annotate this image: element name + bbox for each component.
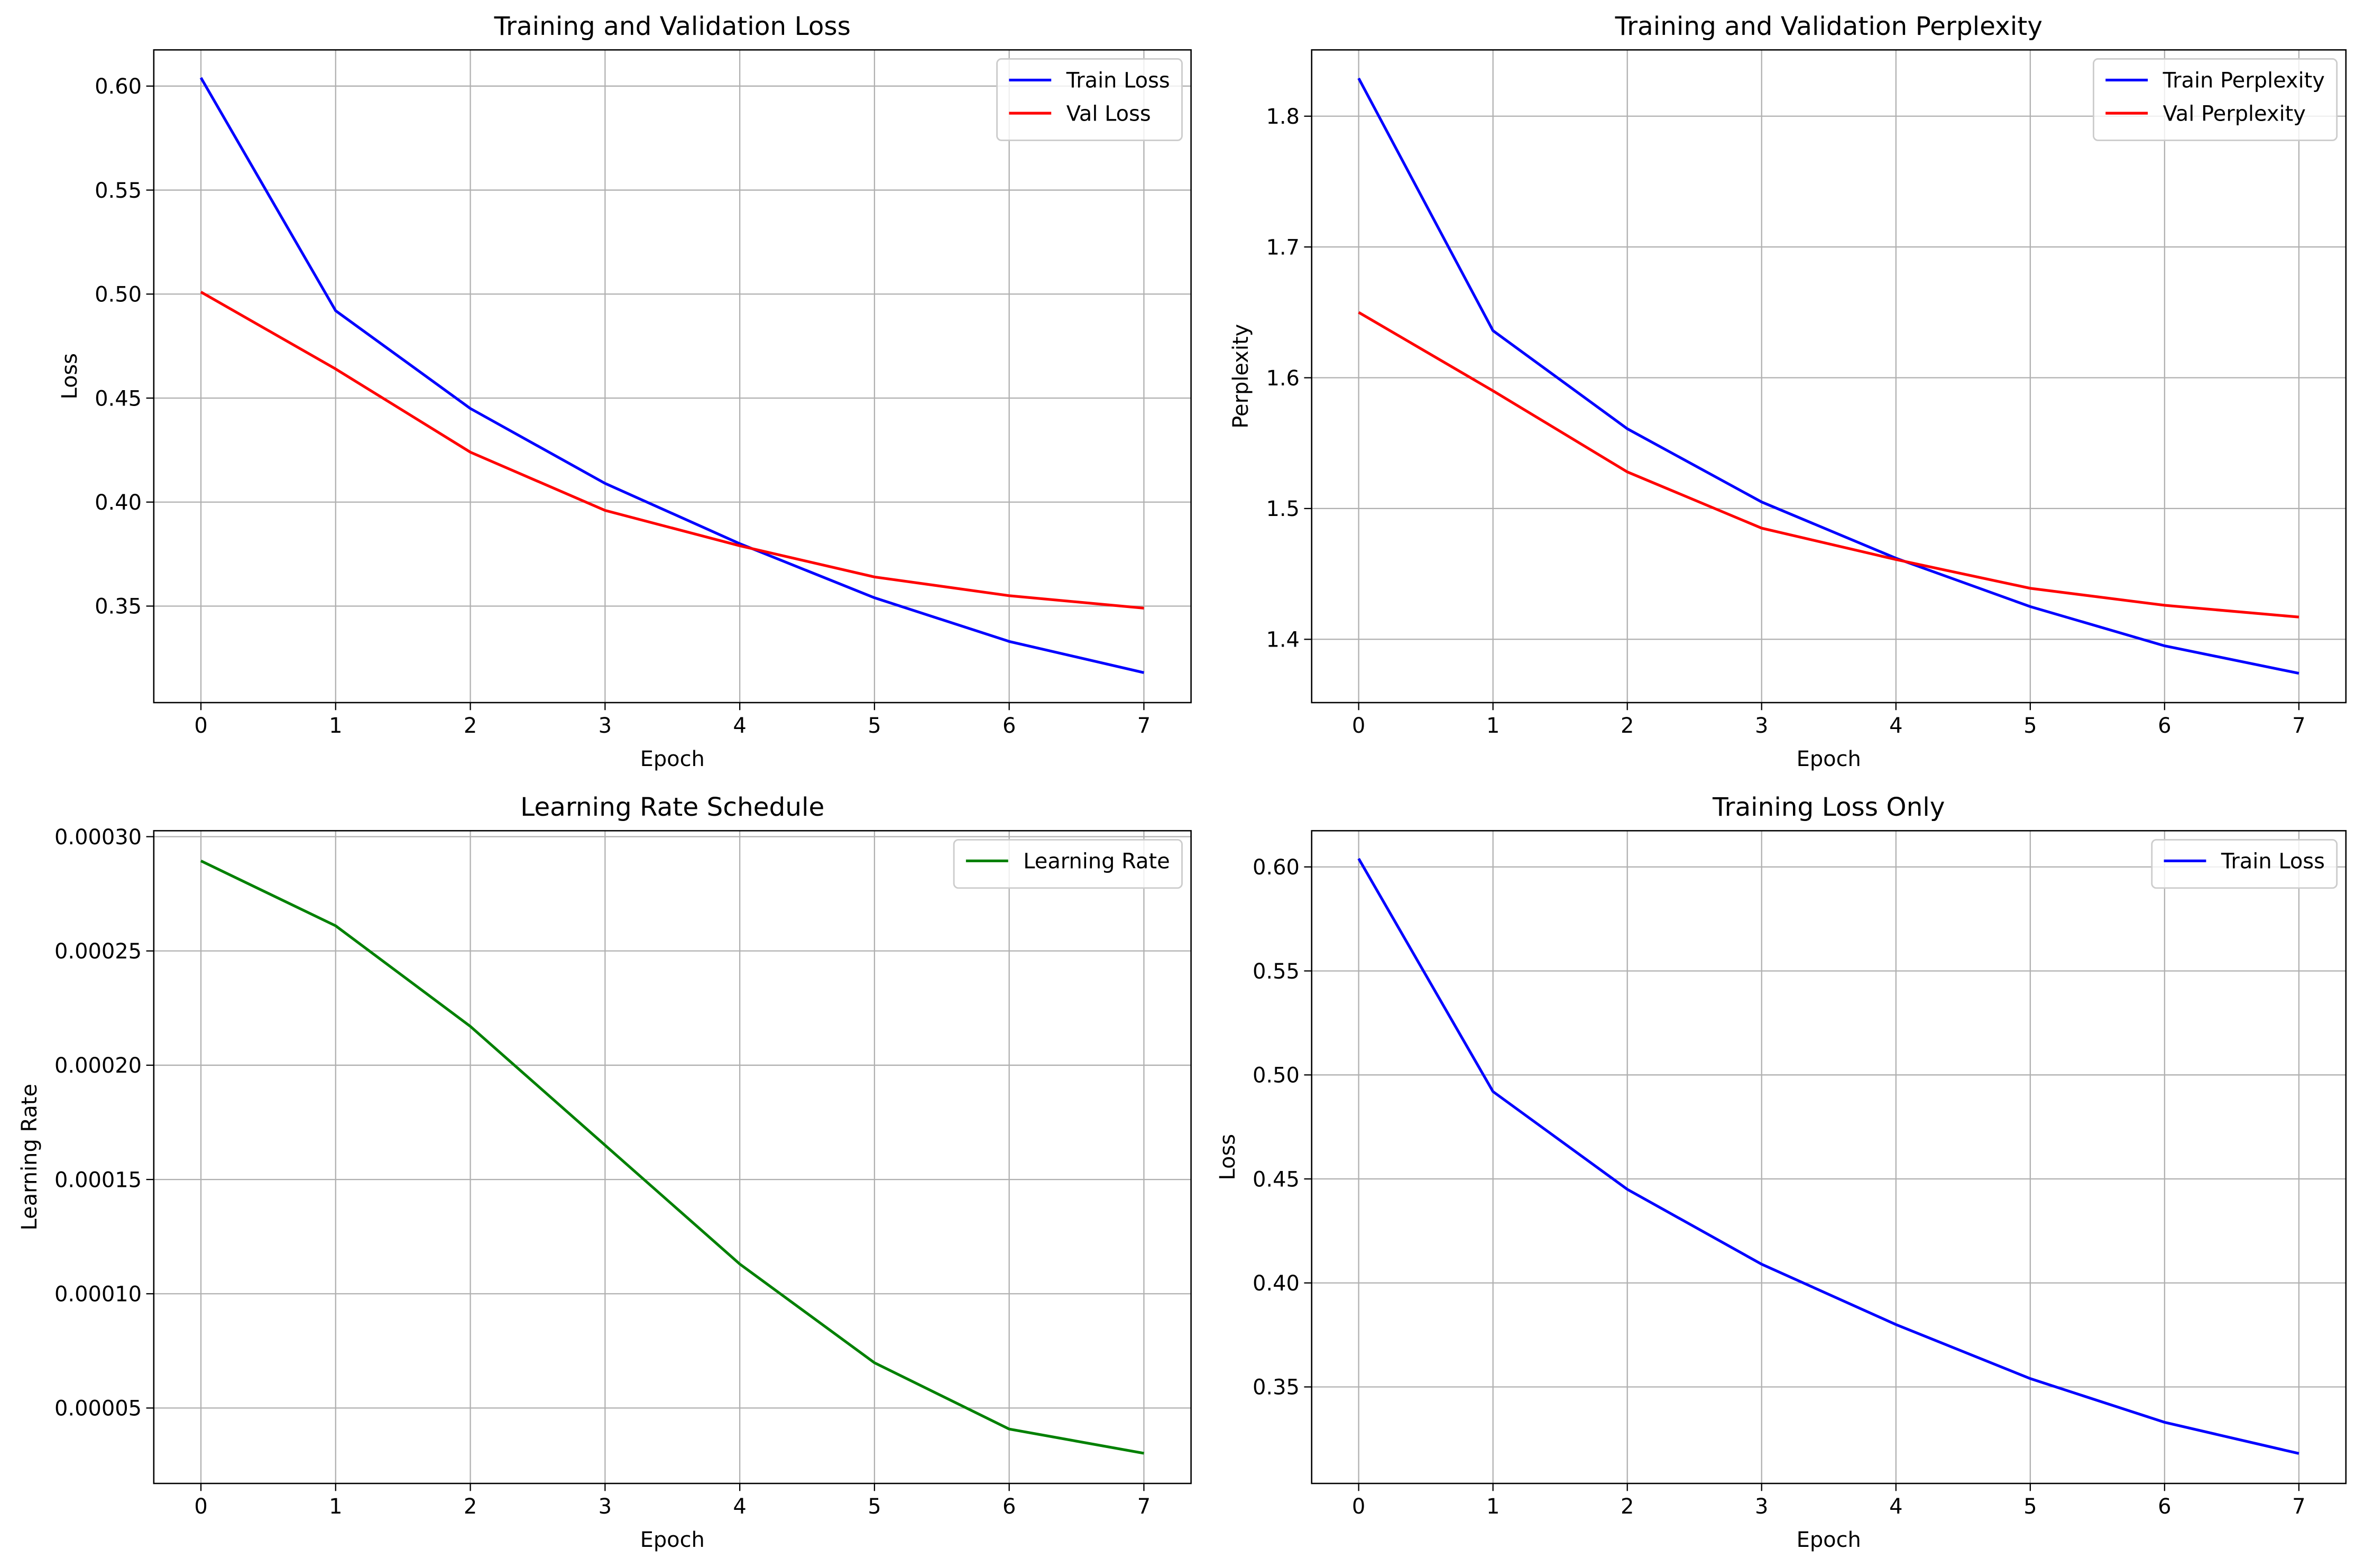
y-tick-label: 1.6 bbox=[1266, 366, 1299, 391]
y-tick-label: 0.45 bbox=[1253, 1167, 1300, 1192]
axes-frame bbox=[153, 49, 1192, 704]
y-tick-label: 0.50 bbox=[1253, 1064, 1300, 1088]
legend: Train Loss Val Loss bbox=[996, 58, 1183, 141]
y-tick-label: 0.60 bbox=[95, 75, 142, 99]
legend-label: Train Loss bbox=[2221, 850, 2325, 874]
x-tick-label: 5 bbox=[2023, 714, 2037, 738]
y-tick-label: 0.00010 bbox=[54, 1282, 142, 1306]
x-axis-label: Epoch bbox=[640, 1528, 705, 1552]
y-axis-label: Learning Rate bbox=[17, 1084, 42, 1230]
y-tick-label: 1.5 bbox=[1266, 497, 1299, 521]
subplot: 0 1 2 3 4 5 6 7 0.00005 0.00010 0.00015 0.00020 0.00… bbox=[17, 792, 1192, 1552]
x-tick-label: 3 bbox=[1755, 714, 1768, 738]
y-tick-label: 0.00015 bbox=[54, 1168, 142, 1192]
subplot: 0 1 2 3 4 5 6 7 1.4 1.5 1.6 1.7 1.8 Training and Vali… bbox=[1229, 12, 2347, 771]
subplot-title: Training and Validation Perplexity bbox=[1615, 12, 2043, 41]
y-tick-label: 0.00005 bbox=[54, 1397, 142, 1421]
y-tick-label: 0.45 bbox=[95, 386, 142, 411]
y-tick-label: 1.4 bbox=[1266, 628, 1299, 652]
x-tick-label: 6 bbox=[1002, 714, 1016, 738]
x-tick-label: 0 bbox=[194, 714, 207, 738]
legend: Train Loss bbox=[2151, 839, 2338, 889]
x-tick-label: 1 bbox=[329, 1495, 342, 1519]
x-axis-label: Epoch bbox=[1797, 1528, 1861, 1552]
legend-box bbox=[2092, 58, 2338, 141]
data-line bbox=[199, 77, 1145, 674]
x-tick-label: 0 bbox=[194, 1495, 207, 1519]
x-tick-label: 5 bbox=[2023, 1495, 2037, 1519]
x-tick-label: 1 bbox=[1486, 1495, 1500, 1519]
y-tick-label: 1.8 bbox=[1266, 105, 1299, 129]
y-tick-label: 0.40 bbox=[95, 491, 142, 515]
data-line bbox=[200, 291, 1144, 610]
x-axis-label: Epoch bbox=[1797, 747, 1861, 771]
y-tick-label: 0.35 bbox=[95, 595, 142, 619]
legend-label: Learning Rate bbox=[1023, 850, 1170, 874]
legend: Learning Rate bbox=[953, 839, 1183, 889]
x-tick-label: 6 bbox=[1002, 1495, 1016, 1519]
y-tick-label: 0.00020 bbox=[54, 1054, 142, 1078]
y-axis-label: Loss bbox=[1216, 1134, 1240, 1180]
y-tick-label: 0.00025 bbox=[54, 939, 142, 964]
y-tick-label: 0.55 bbox=[95, 179, 142, 203]
legend-label: Train Perplexity bbox=[2163, 69, 2325, 93]
y-tick-label: 1.7 bbox=[1266, 235, 1299, 260]
y-tick-label: 0.40 bbox=[1253, 1271, 1300, 1296]
x-tick-label: 1 bbox=[329, 714, 342, 738]
data-line bbox=[200, 860, 1144, 1455]
legend: Train Perplexity Val Perplexity bbox=[2092, 58, 2338, 141]
x-tick-label: 2 bbox=[464, 714, 477, 738]
y-tick-label: 0.00030 bbox=[54, 825, 142, 850]
x-tick-label: 7 bbox=[1137, 1495, 1151, 1519]
x-tick-label: 6 bbox=[2158, 714, 2171, 738]
x-tick-label: 7 bbox=[1137, 714, 1151, 738]
y-tick-label: 0.50 bbox=[95, 283, 142, 307]
data-line bbox=[1357, 77, 2299, 675]
x-tick-label: 4 bbox=[733, 1495, 746, 1519]
data-line bbox=[1358, 311, 2299, 619]
x-tick-label: 2 bbox=[464, 1495, 477, 1519]
x-tick-label: 3 bbox=[599, 714, 612, 738]
y-tick-label: 0.55 bbox=[1253, 960, 1300, 984]
subplot-title: Training Loss Only bbox=[1712, 792, 1945, 822]
x-tick-label: 5 bbox=[868, 714, 881, 738]
y-tick-label: 0.60 bbox=[1253, 855, 1300, 880]
x-tick-label: 4 bbox=[733, 714, 746, 738]
legend-box bbox=[2151, 839, 2338, 889]
axes-frame bbox=[153, 830, 1192, 1484]
subplot: 0 1 2 3 4 5 6 7 0.35 0.40 0.45 0.50 0.55 0.60 Training… bbox=[1216, 792, 2347, 1552]
x-tick-label: 6 bbox=[2158, 1495, 2171, 1519]
x-tick-label: 3 bbox=[1755, 1495, 1768, 1519]
legend-box bbox=[953, 839, 1183, 889]
x-tick-label: 0 bbox=[1352, 1495, 1365, 1519]
legend-label: Val Perplexity bbox=[2163, 102, 2306, 126]
y-axis-label: Perplexity bbox=[1229, 324, 1253, 429]
x-tick-label: 4 bbox=[1889, 1495, 1902, 1519]
legend-label: Val Loss bbox=[1066, 102, 1151, 126]
x-tick-label: 0 bbox=[1352, 714, 1365, 738]
subplot-title: Training and Validation Loss bbox=[494, 12, 851, 41]
x-tick-label: 2 bbox=[1621, 1495, 1634, 1519]
x-tick-label: 7 bbox=[2292, 1495, 2305, 1519]
x-tick-label: 5 bbox=[868, 1495, 881, 1519]
x-tick-label: 2 bbox=[1621, 714, 1634, 738]
subplot: 0 1 2 3 4 5 6 7 0.35 0.40 0.45 0.50 0.55 0.60 Training… bbox=[58, 12, 1192, 771]
data-line bbox=[1357, 857, 2299, 1455]
axes-frame bbox=[1311, 49, 2347, 704]
y-axis-label: Loss bbox=[58, 353, 82, 400]
x-tick-label: 4 bbox=[1889, 714, 1902, 738]
x-axis-label: Epoch bbox=[640, 747, 705, 771]
x-tick-label: 3 bbox=[599, 1495, 612, 1519]
x-tick-label: 7 bbox=[2292, 714, 2305, 738]
subplot-title: Learning Rate Schedule bbox=[520, 792, 824, 822]
legend-label: Train Loss bbox=[1066, 69, 1170, 93]
axes-frame bbox=[1311, 830, 2347, 1484]
y-tick-label: 0.35 bbox=[1253, 1376, 1300, 1400]
x-tick-label: 1 bbox=[1486, 714, 1500, 738]
